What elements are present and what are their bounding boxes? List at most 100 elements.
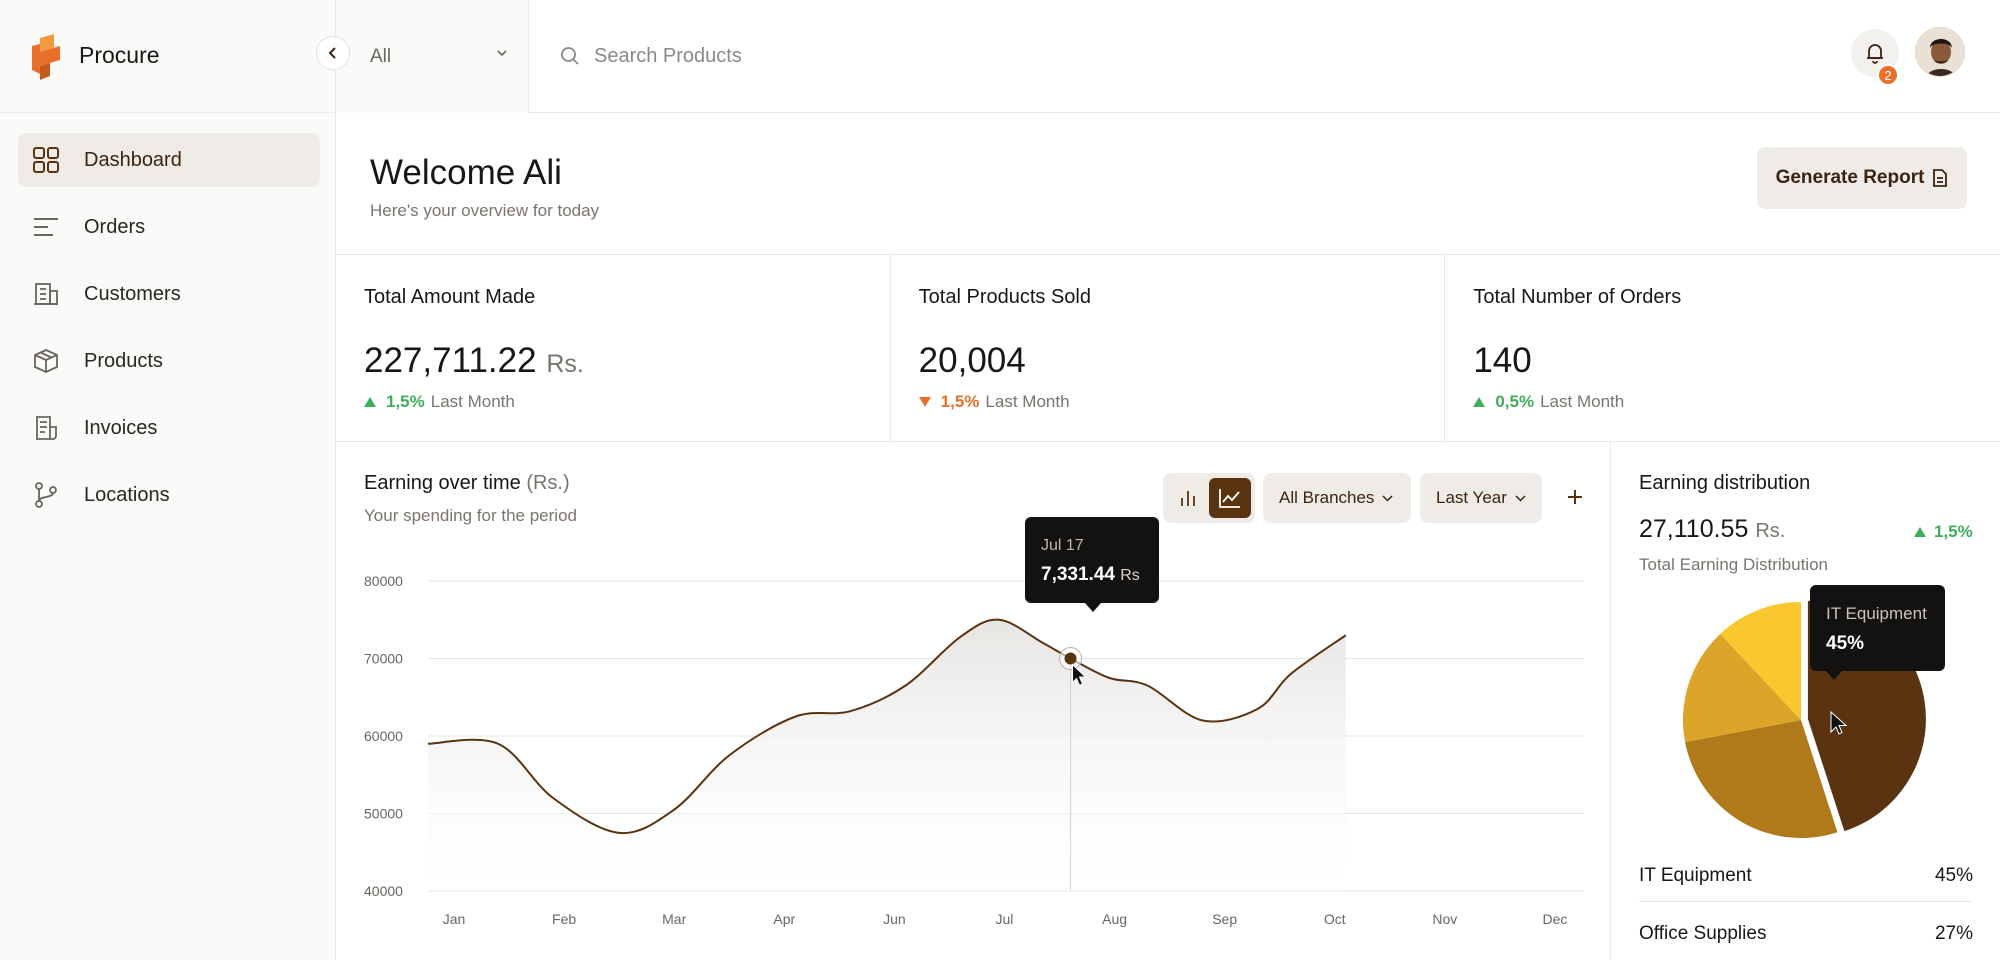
generate-report-button[interactable]: Generate Report: [1757, 147, 1967, 209]
list-icon: [32, 213, 60, 241]
sidebar-item-label: Customers: [84, 282, 181, 305]
trend-down-icon: [918, 397, 931, 407]
legend-row[interactable]: Office Supplies 27%: [1639, 908, 1973, 960]
earning-chart-panel: 80000 70000 60000 50000 40000 Jan Feb Mar Apr Jun…: [336, 442, 1611, 960]
sidebar-item-products[interactable]: Products: [18, 334, 320, 388]
notification-badge: 2: [1877, 64, 1899, 86]
y-tick-label: 70000: [364, 651, 403, 667]
y-tick-label: 80000: [364, 573, 403, 589]
stat-value: 227,711.22 Rs.: [364, 341, 584, 381]
x-tick-label: Mar: [662, 911, 686, 927]
page-title: Welcome Ali: [370, 153, 562, 192]
grid-icon: [32, 146, 60, 174]
x-tick-label: Jun: [883, 911, 906, 927]
top-bar: All 2: [336, 0, 2000, 113]
x-tick-label: Apr: [773, 911, 795, 927]
bell-icon: [1867, 44, 1883, 64]
sidebar-item-label: Invoices: [84, 416, 158, 439]
stat-card-number-of-orders: Total Number of Orders 140 0,5% Last Mont…: [1445, 255, 2000, 442]
x-tick-label: Nov: [1432, 911, 1457, 927]
generate-report-label: Generate Report: [1775, 167, 1925, 188]
stat-card-products-sold: Total Products Sold 20,004 1,5% Last Mont…: [891, 255, 1446, 442]
sidebar-item-invoices[interactable]: Invoices: [18, 401, 320, 455]
sidebar-item-label: Dashboard: [84, 148, 182, 171]
sidebar-nav: Dashboard Orders Customers Products Invo…: [18, 133, 320, 535]
x-tick-label: Dec: [1542, 911, 1567, 927]
pie-tooltip: IT Equipment 45%: [1810, 585, 1945, 680]
trend-up-icon: [364, 397, 376, 407]
sidebar: Procure Dashboard Orders Customers Produ…: [0, 0, 336, 960]
x-tick-label: Oct: [1324, 911, 1346, 927]
stat-number: 20,004: [918, 341, 1026, 380]
stat-change: 1,5% Last Month: [364, 392, 515, 412]
distribution-unit: Rs.: [1755, 520, 1786, 542]
chevron-down-icon: [1382, 494, 1393, 502]
add-chart-button[interactable]: [1560, 480, 1590, 514]
trend-up-icon: [1914, 527, 1926, 537]
chevron-down-icon: [1515, 494, 1526, 502]
y-tick-label: 60000: [364, 728, 403, 744]
welcome-section: Welcome Ali Here's your overview for tod…: [336, 113, 2000, 255]
mouse-cursor-icon: [1830, 710, 1848, 735]
tooltip-value: 7,331.44 Rs: [1041, 564, 1140, 586]
stat-change-label: Last Month: [1540, 392, 1625, 411]
collapse-sidebar-button[interactable]: [316, 36, 350, 70]
distribution-subtitle: Total Earning Distribution: [1639, 555, 1828, 574]
chevron-left-icon: [328, 47, 336, 59]
page-subtitle: Here's your overview for today: [370, 201, 600, 220]
sidebar-item-label: Products: [84, 349, 163, 372]
distribution-change: 1,5%: [1914, 522, 1973, 542]
procure-logo-icon: [32, 34, 60, 80]
chart-title: Earning over time (Rs.): [364, 472, 570, 495]
mouse-cursor-icon: [1072, 663, 1087, 687]
bar-chart-toggle[interactable]: [1167, 478, 1209, 518]
series-line: [427, 618, 1347, 834]
sidebar-item-locations[interactable]: Locations: [18, 468, 320, 522]
area-fill: [428, 619, 1346, 891]
trend-up-icon: [1473, 397, 1486, 407]
chart-title-unit: (Rs.): [526, 472, 570, 494]
sidebar-item-orders[interactable]: Orders: [18, 200, 320, 254]
stat-title: Total Amount Made: [364, 286, 536, 308]
earning-distribution-panel: Earning distribution 27,110.55 Rs. 1,5% …: [1611, 442, 2000, 960]
distribution-title: Earning distribution: [1639, 472, 1811, 494]
stat-value: 140: [1473, 341, 1531, 381]
stat-change-percent: 0,5%: [1495, 392, 1535, 411]
branch-filter-value: All Branches: [1279, 488, 1375, 507]
legend-row[interactable]: IT Equipment 45%: [1639, 850, 1973, 902]
search-icon: [561, 47, 579, 65]
earning-line-chart: 80000 70000 60000 50000 40000 Jan Feb Mar Apr Jun…: [364, 573, 1584, 927]
x-tick-label: Feb: [552, 911, 576, 927]
tooltip-date: Jul 17: [1041, 537, 1084, 554]
branch-filter-dropdown[interactable]: All Branches: [1263, 473, 1411, 523]
pie-slice: [1685, 720, 1838, 838]
logo-area: Procure: [0, 0, 336, 113]
stat-card-total-amount: Total Amount Made 227,711.22 Rs. 1,5% Las…: [336, 255, 891, 442]
stat-change-percent: 1,5%: [386, 392, 425, 411]
category-select[interactable]: All: [336, 0, 529, 113]
chart-title-text: Earning over time: [364, 472, 521, 494]
sidebar-item-customers[interactable]: Customers: [18, 267, 320, 321]
stat-number: 140: [1473, 341, 1532, 380]
receipt-icon: [32, 414, 60, 442]
search-input[interactable]: [594, 44, 1094, 68]
legend-value: 45%: [1934, 864, 1973, 886]
line-chart-toggle[interactable]: [1209, 478, 1251, 518]
stat-title: Total Products Sold: [918, 286, 1091, 308]
stat-change-label: Last Month: [430, 392, 515, 411]
avatar[interactable]: [1915, 27, 1965, 77]
pie-tooltip-value: 45%: [1826, 633, 1865, 654]
stat-value: 20,004: [919, 341, 1026, 381]
period-filter-dropdown[interactable]: Last Year: [1420, 473, 1542, 523]
x-tick-label: Aug: [1102, 911, 1127, 927]
x-tick-label: Jul: [996, 911, 1014, 927]
stat-change-percent: 1,5%: [940, 392, 980, 411]
user-avatar-icon: [1916, 28, 1964, 76]
stat-unit: Rs.: [546, 350, 584, 378]
x-tick-label: Sep: [1212, 911, 1237, 927]
stats-row: Total Amount Made 227,711.22 Rs. 1,5% Las…: [336, 255, 2000, 442]
sidebar-item-dashboard[interactable]: Dashboard: [18, 133, 320, 187]
tooltip-unit: Rs: [1120, 567, 1140, 584]
line-chart-icon: [1219, 489, 1240, 508]
chevron-down-icon: [497, 50, 507, 57]
